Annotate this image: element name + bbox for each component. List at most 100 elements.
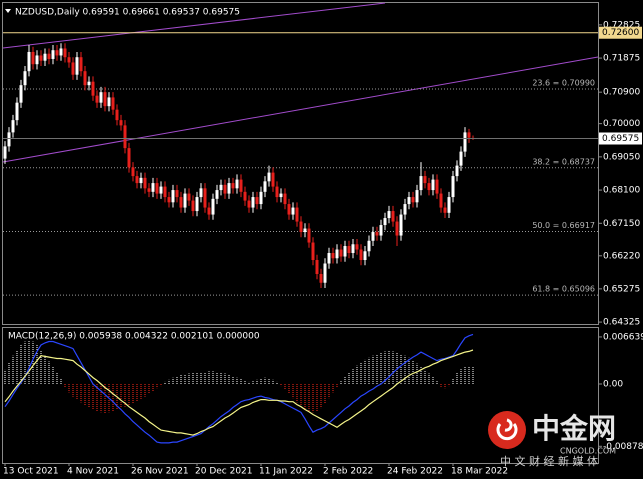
candle-body <box>327 253 331 264</box>
candle-body <box>55 50 59 56</box>
candle-body <box>383 218 387 226</box>
candle-body <box>227 183 231 194</box>
candle-body <box>95 95 99 103</box>
price-panel-frame <box>2 2 599 325</box>
candle-body <box>43 53 47 61</box>
candle-body <box>455 165 459 177</box>
candle-body <box>375 232 379 236</box>
candle-body <box>3 146 7 159</box>
candle-body <box>167 197 171 203</box>
watermark-site: CNGOLD.COM <box>560 447 616 456</box>
candle-body <box>339 249 343 257</box>
candle-body <box>123 125 127 149</box>
candle-body <box>311 242 315 261</box>
candle-body <box>423 176 427 184</box>
candle-body <box>263 181 267 192</box>
candle-body <box>99 92 103 103</box>
logo-mark <box>496 418 518 441</box>
candle-body <box>127 148 131 168</box>
candle-body <box>11 120 15 133</box>
candle-body <box>151 183 155 192</box>
candle-body <box>159 186 163 194</box>
candle-body <box>427 183 431 191</box>
candle-body <box>315 260 319 274</box>
watermark: 中金网 CNGOLD.COM 中 文 财 经 新 媒 体 <box>488 411 616 468</box>
candle-body <box>303 228 307 233</box>
candle-body <box>307 228 311 243</box>
fib-label: 38.2 = 0.68737 <box>532 157 595 166</box>
candle-body <box>435 179 439 194</box>
candle-body <box>199 188 203 198</box>
price-level-tag <box>599 26 642 39</box>
candle-body <box>215 190 219 199</box>
candle-body <box>391 211 395 222</box>
candle-body <box>187 193 191 201</box>
y-tick-label: 0.68100 <box>603 186 640 196</box>
candle-body <box>295 207 299 222</box>
candle-body <box>399 214 403 236</box>
candle-body <box>155 183 159 194</box>
candle-body <box>87 81 91 86</box>
candle-body <box>183 193 187 208</box>
candle-body <box>419 176 423 191</box>
y-tick-label: 0.70900 <box>603 88 640 98</box>
candle-body <box>323 263 327 283</box>
candle-body <box>275 186 279 198</box>
macd-header: MACD(12,26,9) 0.005938 0.004322 0.002101… <box>8 332 260 342</box>
candle-body <box>439 193 443 208</box>
price-header: NZDUSD,Daily 0.69591 0.69661 0.69537 0.6… <box>15 8 240 18</box>
candle-body <box>163 186 167 198</box>
candle-body <box>27 51 31 72</box>
candle-body <box>283 193 287 205</box>
candle-body <box>271 172 275 187</box>
candle-body <box>291 207 295 215</box>
candle-body <box>7 132 11 147</box>
candle-body <box>279 193 283 198</box>
candle-body <box>131 167 135 177</box>
candle-body <box>147 188 151 192</box>
candle-body <box>175 190 179 198</box>
candle-body <box>231 183 235 189</box>
candle-body <box>135 176 139 184</box>
indicator-line <box>4 333 474 444</box>
candle-body <box>243 191 247 201</box>
candle-body <box>171 190 175 203</box>
candle-body <box>251 197 255 208</box>
candle-body <box>31 51 35 65</box>
candle-body <box>111 97 115 110</box>
candle-body <box>79 57 83 72</box>
y-tick-label: 0.66220 <box>603 251 640 261</box>
candle-body <box>59 48 63 56</box>
candle-body <box>371 232 375 241</box>
candle-body <box>467 132 471 138</box>
x-tick-label: 2 Feb 2022 <box>323 467 373 477</box>
candle-body <box>387 211 391 219</box>
candle-body <box>203 188 207 208</box>
candle-body <box>239 179 243 192</box>
candle-body <box>235 179 239 189</box>
candle-body <box>35 55 39 65</box>
candle-body <box>347 246 351 254</box>
candle-body <box>191 200 195 212</box>
candle-body <box>459 151 463 166</box>
candle-body <box>367 240 371 252</box>
x-tick-label: 20 Dec 2021 <box>195 467 253 477</box>
candle-body <box>51 50 55 59</box>
collapse-arrow[interactable] <box>5 9 11 13</box>
candle-body <box>463 132 467 152</box>
candle-body <box>23 71 27 86</box>
price-level-label: 0.72600 <box>602 28 639 38</box>
candle-body <box>207 207 211 215</box>
candle-body <box>451 176 455 198</box>
candle-body <box>351 244 355 254</box>
x-tick-label: 24 Feb 2022 <box>387 467 443 477</box>
candle-body <box>67 57 71 63</box>
y-tick-label: 0.67150 <box>603 219 640 229</box>
x-tick-label: 18 Mar 2022 <box>451 467 508 477</box>
last-price-tag <box>599 132 642 145</box>
x-tick-label: 13 Oct 2021 <box>3 467 59 477</box>
candle-body <box>267 172 271 182</box>
y-tick-label: 0.69050 <box>603 152 640 162</box>
